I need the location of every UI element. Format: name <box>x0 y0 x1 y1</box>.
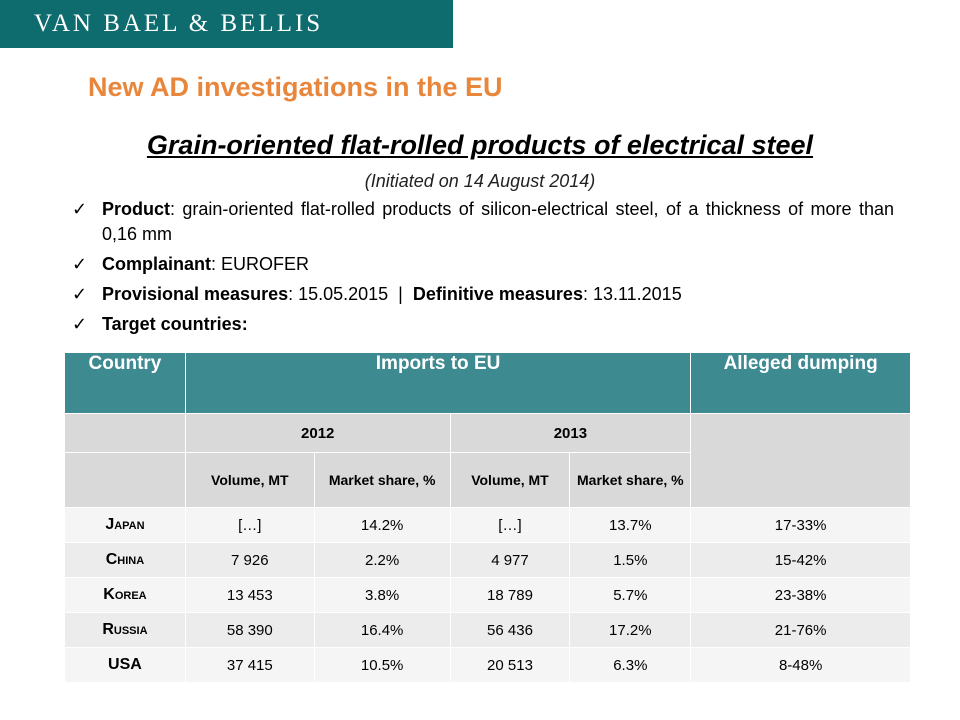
subheader-volume-2012: Volume, MT <box>184 452 315 508</box>
header-imports: Imports to EU <box>184 352 692 414</box>
row-volume-2012: […] <box>184 507 315 543</box>
table-row: Korea 13 453 3.8% 18 789 5.7% 23-38% <box>64 577 911 613</box>
initiated-date: (Initiated on 14 August 2014) <box>364 171 596 191</box>
complainant-label: Complainant <box>102 254 212 274</box>
blank-cell <box>64 413 186 453</box>
row-country: Russia <box>64 612 186 648</box>
row-share-2012: 14.2% <box>313 507 451 543</box>
table-row: Russia 58 390 16.4% 56 436 17.2% 21-76% <box>64 612 911 648</box>
blank-cell <box>690 413 911 508</box>
definitive-text: : 13.11.2015 <box>582 284 682 304</box>
table-row: USA 37 415 10.5% 20 513 6.3% 8-48% <box>64 647 911 683</box>
row-country: Korea <box>64 577 186 613</box>
subtitle: Grain-oriented flat-rolled products of e… <box>146 130 814 160</box>
logo-text: VAN BAEL & BELLIS <box>34 10 324 37</box>
checkmark-icon: ✓ <box>72 254 88 275</box>
row-dumping: 8-48% <box>690 647 911 683</box>
year-row: 2012 2013 <box>64 413 911 508</box>
bullet-list: ✓ Product: grain-oriented flat-rolled pr… <box>72 197 894 342</box>
row-share-2013: 6.3% <box>569 647 692 683</box>
imports-table: Country Imports to EU Alleged dumping 20… <box>64 352 911 683</box>
row-share-2012: 3.8% <box>313 577 451 613</box>
year-2013: 2013 <box>449 413 692 453</box>
row-volume-2013: 4 977 <box>449 542 571 578</box>
subheader-share-2012: Market share, % <box>313 452 451 508</box>
checkmark-icon: ✓ <box>72 199 88 220</box>
provisional-label: Provisional measures <box>102 284 289 304</box>
target-label: Target countries: <box>102 314 248 334</box>
row-share-2013: 5.7% <box>569 577 692 613</box>
row-volume-2013: […] <box>449 507 571 543</box>
row-volume-2012: 7 926 <box>184 542 315 578</box>
complainant-text: : EUROFER <box>211 254 310 274</box>
table-header-row: Country Imports to EU Alleged dumping <box>64 352 911 414</box>
subheader-row: Volume, MT Market share, % Volume, MT Ma… <box>64 452 911 508</box>
provisional-text: : 15.05.2015 | <box>288 284 413 304</box>
row-dumping: 17-33% <box>690 507 911 543</box>
header-dumping: Alleged dumping <box>690 352 911 414</box>
row-volume-2013: 18 789 <box>449 577 571 613</box>
row-country: China <box>64 542 186 578</box>
table-row: Japan […] 14.2% […] 13.7% 17-33% <box>64 507 911 543</box>
blank-cell <box>64 452 186 508</box>
row-volume-2013: 20 513 <box>449 647 571 683</box>
row-volume-2012: 58 390 <box>184 612 315 648</box>
product-label: Product <box>102 199 171 219</box>
row-country: USA <box>64 647 186 683</box>
product-text: : grain-oriented flat-rolled products of… <box>102 199 894 244</box>
row-share-2012: 10.5% <box>313 647 451 683</box>
row-share-2013: 13.7% <box>569 507 692 543</box>
table-row: China 7 926 2.2% 4 977 1.5% 15-42% <box>64 542 911 578</box>
row-share-2013: 1.5% <box>569 542 692 578</box>
row-volume-2012: 37 415 <box>184 647 315 683</box>
row-country: Japan <box>64 507 186 543</box>
logo-bar: VAN BAEL & BELLIS <box>0 0 453 48</box>
bullet-targets: ✓ Target countries: <box>72 312 894 337</box>
row-share-2012: 2.2% <box>313 542 451 578</box>
row-dumping: 15-42% <box>690 542 911 578</box>
row-dumping: 23-38% <box>690 577 911 613</box>
page-title: New AD investigations in the EU <box>88 72 503 102</box>
definitive-label: Definitive measures <box>412 284 583 304</box>
row-share-2013: 17.2% <box>569 612 692 648</box>
checkmark-icon: ✓ <box>72 314 88 335</box>
subheader-volume-2013: Volume, MT <box>449 452 571 508</box>
bullet-measures: ✓ Provisional measures: 15.05.2015 | Def… <box>72 282 894 307</box>
bullet-product: ✓ Product: grain-oriented flat-rolled pr… <box>72 197 894 247</box>
row-share-2012: 16.4% <box>313 612 451 648</box>
bullet-complainant: ✓ Complainant: EUROFER <box>72 252 894 277</box>
row-dumping: 21-76% <box>690 612 911 648</box>
checkmark-icon: ✓ <box>72 284 88 305</box>
header-country: Country <box>64 352 186 414</box>
row-volume-2013: 56 436 <box>449 612 571 648</box>
row-volume-2012: 13 453 <box>184 577 315 613</box>
year-2012: 2012 <box>184 413 451 453</box>
subheader-share-2013: Market share, % <box>569 452 692 508</box>
